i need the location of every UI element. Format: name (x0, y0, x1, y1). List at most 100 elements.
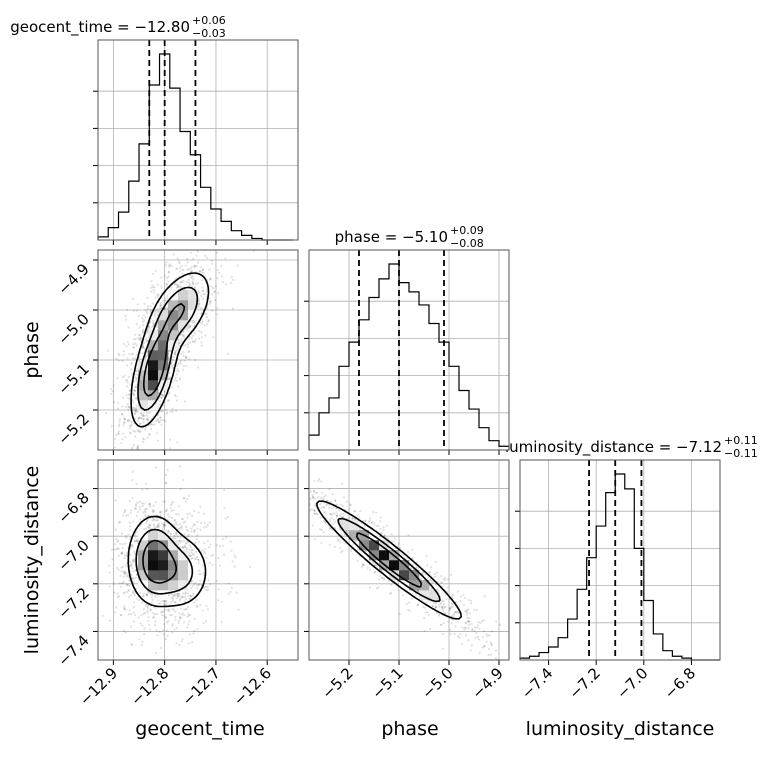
sample-point (132, 560, 136, 563)
sample-point (382, 528, 385, 532)
sample-point (325, 502, 328, 506)
sample-point (441, 609, 445, 612)
sample-point (113, 611, 116, 614)
sample-point (190, 276, 194, 279)
sample-point (171, 597, 175, 600)
sample-point (328, 526, 331, 530)
sample-point (135, 530, 138, 533)
sample-point (175, 521, 178, 524)
sample-point (162, 299, 165, 303)
sample-point (126, 341, 129, 344)
sample-point (132, 309, 136, 312)
density-cell (168, 540, 179, 551)
density-cell (158, 310, 169, 321)
sample-point (124, 318, 128, 321)
sample-point (477, 638, 480, 641)
sample-point (167, 594, 171, 597)
sample-point (142, 346, 145, 349)
sample-point (439, 581, 442, 584)
sample-point (132, 429, 135, 432)
sample-point (209, 278, 212, 281)
sample-point (393, 537, 396, 540)
sample-point (452, 612, 455, 615)
sample-point (173, 352, 176, 356)
sample-point (452, 614, 455, 617)
sample-point (399, 546, 402, 550)
sample-point (175, 364, 179, 367)
sample-point (145, 354, 148, 357)
sample-point (154, 269, 157, 273)
sample-point (145, 594, 149, 597)
sample-point (193, 340, 197, 343)
sample-point (147, 325, 150, 328)
sample-point (164, 637, 167, 641)
sample-point (149, 309, 152, 313)
panel-border (308, 249, 510, 451)
sample-point (149, 308, 153, 311)
sample-point (195, 265, 198, 268)
sample-point (324, 494, 327, 497)
sample-point (121, 551, 124, 555)
sample-point (110, 392, 113, 395)
sample-point (194, 286, 197, 289)
sample-point (305, 503, 307, 505)
density-cell (168, 550, 179, 561)
sample-point (127, 595, 131, 598)
sample-point (147, 307, 150, 310)
sample-point (131, 297, 134, 300)
sample-point (222, 553, 226, 556)
sample-point (190, 551, 193, 554)
sample-point (191, 340, 194, 343)
sample-point (154, 606, 157, 609)
sample-point (201, 289, 204, 292)
sample-point (464, 610, 467, 613)
sample-point (189, 341, 192, 344)
sample-point (224, 517, 227, 520)
sample-point (178, 341, 182, 344)
sample-point (153, 286, 156, 289)
sample-point (210, 259, 214, 262)
sample-point (131, 543, 134, 546)
density-cell (379, 540, 390, 551)
sample-point (428, 571, 432, 574)
sample-point (145, 414, 148, 417)
sample-point (224, 245, 226, 247)
sample-point (176, 285, 179, 289)
sample-point (405, 557, 408, 561)
sample-point (182, 269, 185, 272)
sample-point (186, 529, 190, 532)
sample-point (188, 512, 191, 515)
sample-point (176, 535, 180, 538)
sample-point (118, 353, 121, 357)
sample-point (339, 546, 342, 550)
sample-point (125, 583, 128, 586)
sample-point (145, 507, 148, 510)
sample-point (311, 494, 314, 497)
sample-point (476, 635, 479, 639)
sample-point (201, 279, 204, 282)
sample-point (117, 432, 120, 435)
sample-point (183, 400, 187, 403)
sample-point (353, 517, 356, 521)
sample-point (364, 549, 368, 553)
sample-point (196, 555, 199, 559)
sample-point (144, 308, 147, 311)
sample-point (186, 513, 189, 516)
sample-point (130, 613, 133, 616)
sample-point (186, 605, 189, 609)
sample-point (181, 546, 184, 549)
density-cell (178, 570, 189, 581)
sample-point (141, 595, 144, 598)
sample-point (193, 509, 196, 512)
sample-point (309, 497, 312, 501)
sample-point (124, 571, 127, 574)
sample-point (204, 585, 208, 588)
sample-point (486, 634, 489, 637)
sample-point (375, 524, 378, 527)
sample-point (134, 409, 137, 413)
sample-point (356, 548, 360, 551)
sample-point (449, 607, 452, 610)
sample-point (174, 376, 177, 379)
sample-point (122, 582, 125, 585)
